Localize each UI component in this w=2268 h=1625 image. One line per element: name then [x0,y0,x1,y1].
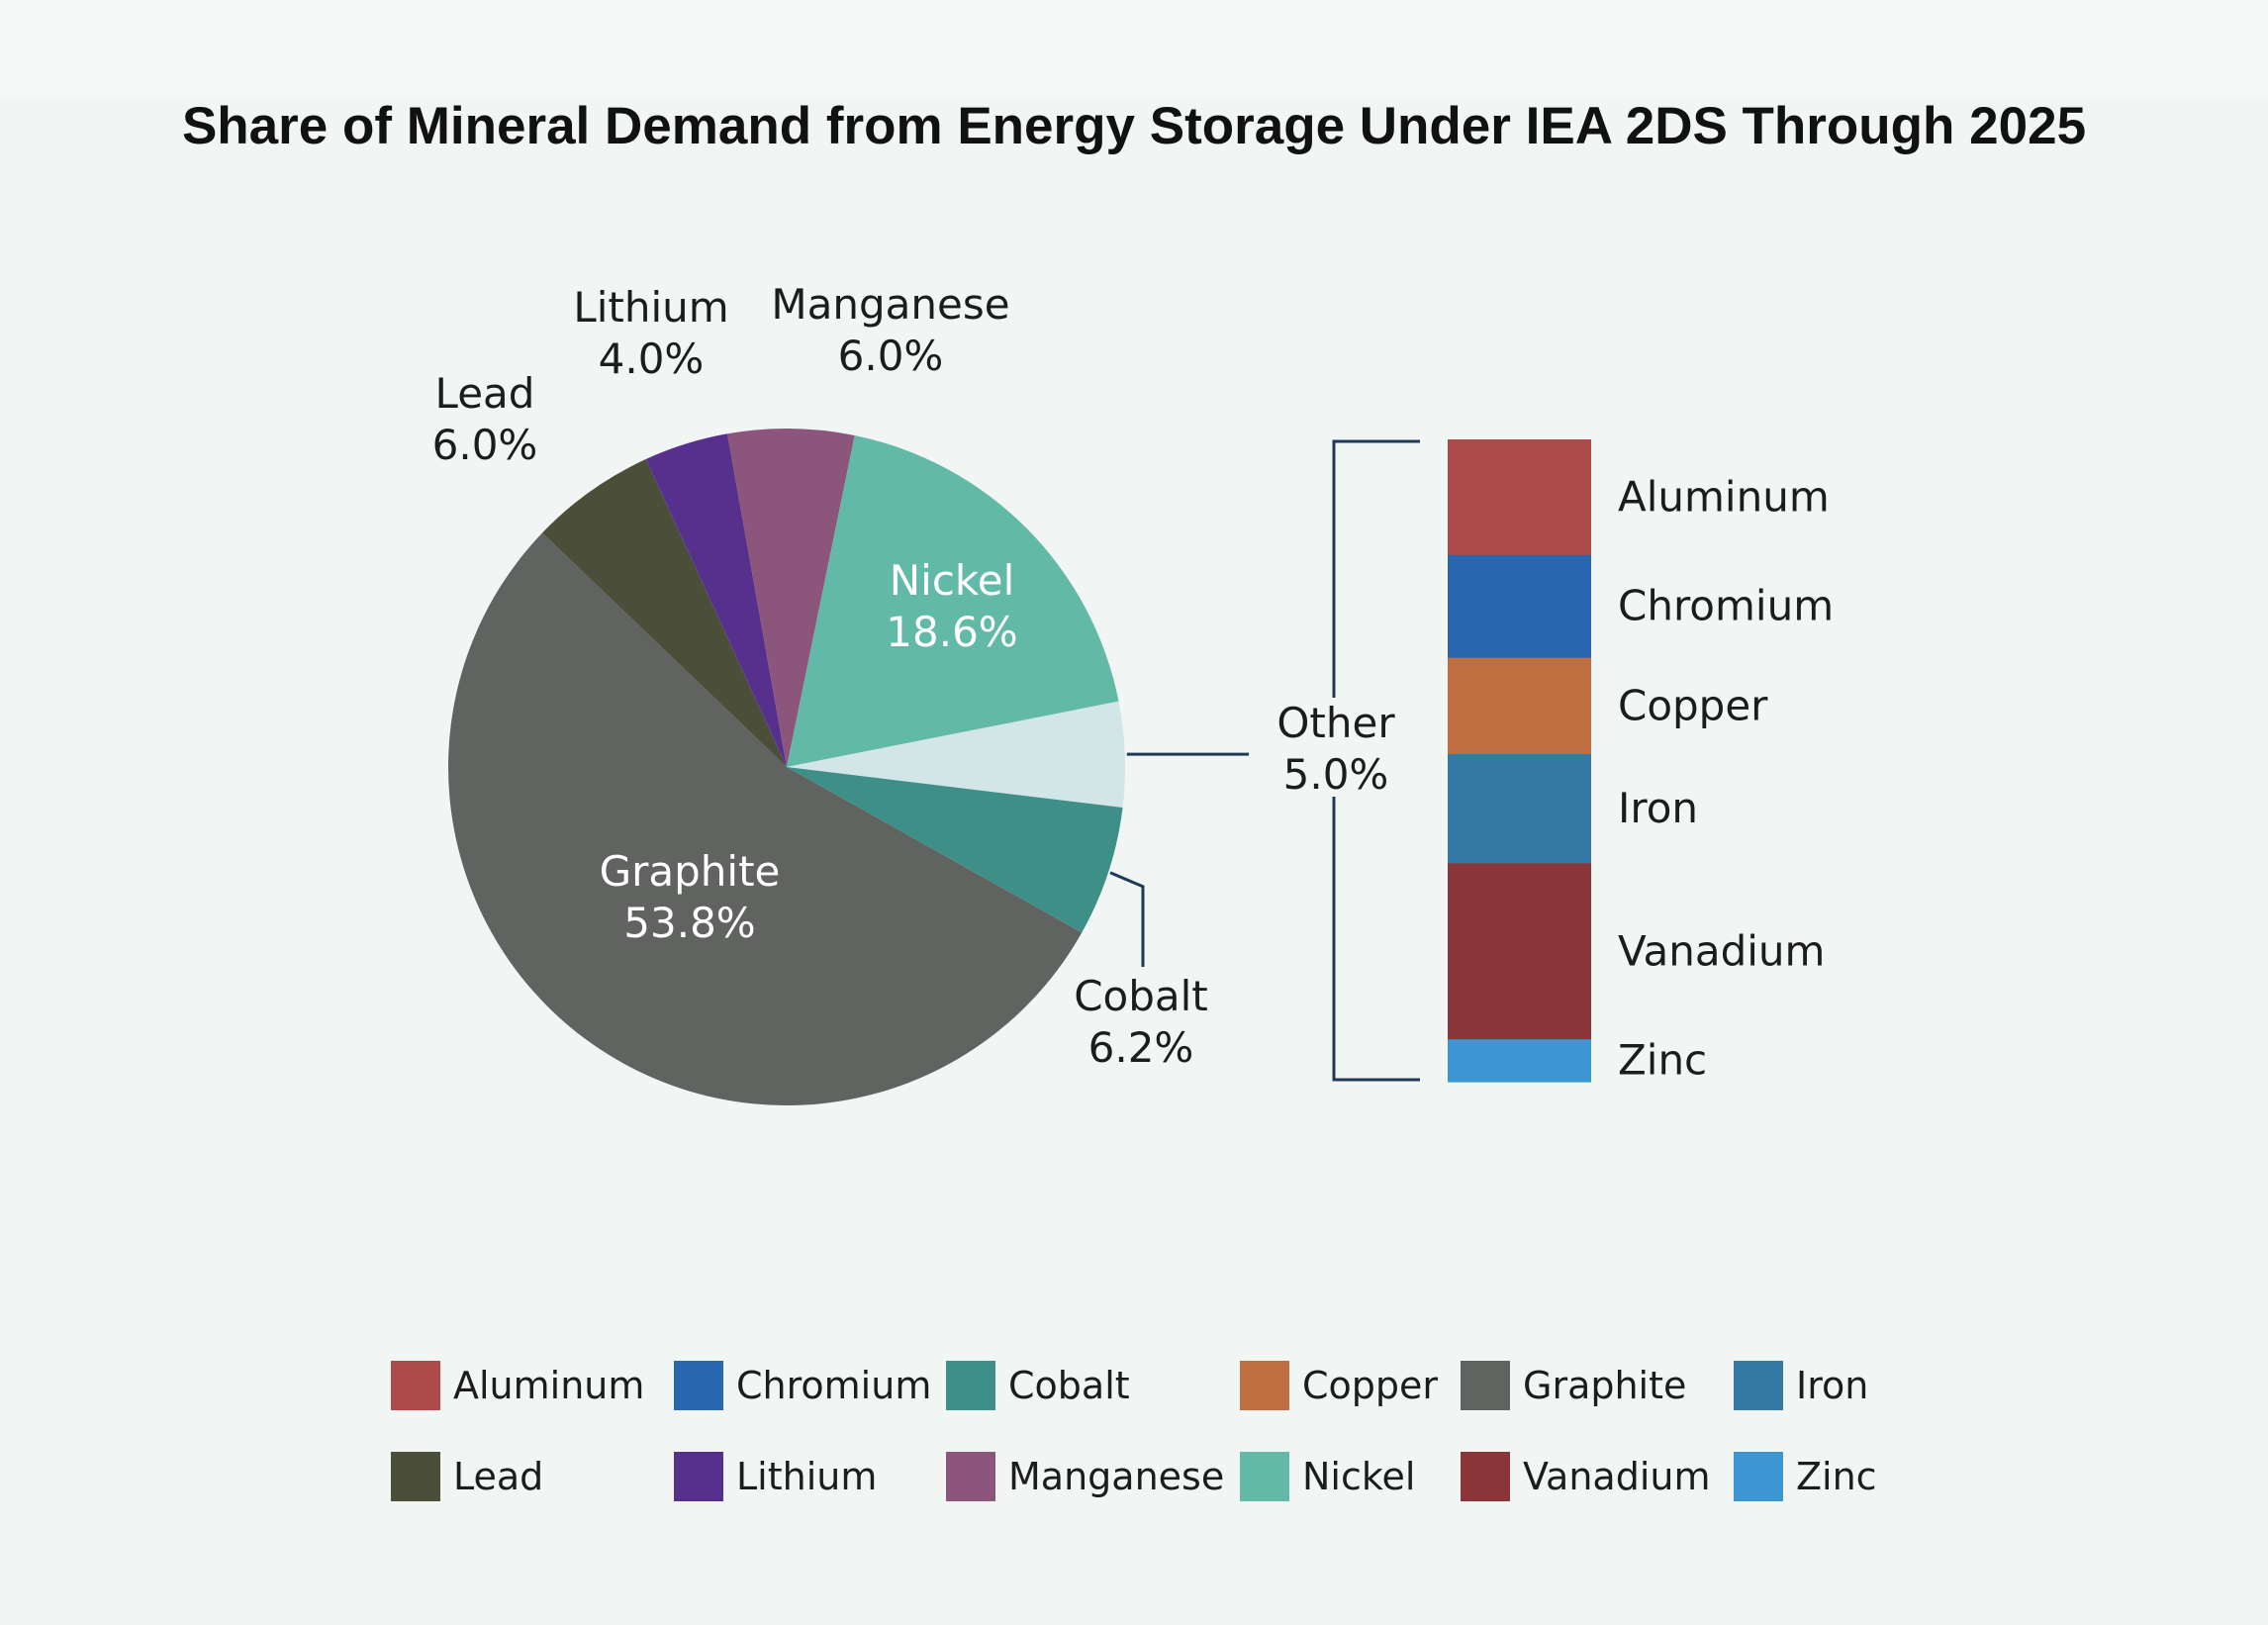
stack-label-copper: Copper [1618,681,1768,729]
cobalt-connector [1109,871,1145,967]
pie-label-graphite: Graphite [600,847,781,896]
pie-label-manganese: Manganese [771,280,1009,329]
stack-segment-zinc [1448,1039,1591,1083]
stack-label-vanadium: Vanadium [1618,926,1825,975]
legend-label-lead: Lead [453,1455,543,1498]
stack-segment-copper [1448,657,1591,755]
legend-swatch-nickel [1240,1452,1289,1501]
pie-label-nickel: Nickel [890,556,1015,605]
pie-slice-lead [541,458,787,767]
stack-label-aluminum: Aluminum [1618,472,1830,521]
pie-label-other: Other [1276,699,1395,747]
pie-value-cobalt: 6.2% [1088,1023,1194,1072]
legend-swatch-vanadium [1461,1452,1510,1501]
legend: Aluminum Chromium Cobalt Copper Graphite Iron… [391,1361,1877,1501]
legend-label-aluminum: Aluminum [453,1364,644,1407]
pie-slice-graphite [448,532,1083,1105]
legend-swatch-manganese [946,1452,995,1501]
legend-swatch-lead [391,1452,440,1501]
pie-label-cobalt: Cobalt [1074,972,1208,1020]
title-band [0,0,2268,99]
legend-label-iron: Iron [1796,1364,1868,1407]
legend-label-cobalt: Cobalt [1008,1364,1130,1407]
pie [448,428,1126,1105]
stack-segment-vanadium [1448,863,1591,1040]
pie-slice-lithium [645,433,787,767]
legend-swatch-copper [1240,1361,1289,1410]
stack-label-iron: Iron [1618,784,1698,832]
stack-segment-aluminum [1448,439,1591,556]
other-breakdown-bar: Aluminum Chromium Copper Iron Vanadium Zinc [1332,439,1834,1085]
pie-value-other: 5.0% [1283,750,1389,799]
legend-swatch-graphite [1461,1361,1510,1410]
connectors [1109,752,1249,967]
stack-segment-chromium [1448,554,1591,659]
legend-swatch-lithium [674,1452,723,1501]
pie-label-lithium: Lithium [573,283,728,332]
pie-slice-nickel [787,434,1119,767]
legend-label-graphite: Graphite [1523,1364,1686,1407]
other-bracket [1332,439,1420,1082]
legend-label-lithium: Lithium [736,1455,877,1498]
legend-label-chromium: Chromium [736,1364,931,1407]
legend-label-manganese: Manganese [1008,1455,1224,1498]
stack-label-zinc: Zinc [1618,1036,1707,1085]
legend-label-vanadium: Vanadium [1523,1455,1710,1498]
pie-label-lead: Lead [435,369,535,418]
legend-label-zinc: Zinc [1796,1455,1877,1498]
legend-swatch-zinc [1734,1452,1783,1501]
legend-label-nickel: Nickel [1302,1455,1415,1498]
pie-value-lead: 6.0% [432,421,538,469]
pie-labels: Graphite53.8%Lead6.0%Lithium4.0%Manganes… [432,280,1396,1072]
pie-slice-manganese [727,428,855,767]
chart-title: Share of Mineral Demand from Energy Stor… [182,97,2086,155]
legend-swatch-chromium [674,1361,723,1410]
pie-value-graphite: 53.8% [623,899,755,947]
pie-value-nickel: 18.6% [886,608,1017,656]
pie-value-lithium: 4.0% [599,335,705,383]
legend-swatch-cobalt [946,1361,995,1410]
legend-swatch-aluminum [391,1361,440,1410]
stack-label-chromium: Chromium [1618,582,1834,630]
pie-value-manganese: 6.0% [838,332,944,380]
legend-label-copper: Copper [1302,1364,1438,1407]
stack-segment-iron [1448,754,1591,864]
pie-slice-cobalt [787,767,1123,933]
pie-slice-other [787,701,1126,809]
legend-swatch-iron [1734,1361,1783,1410]
